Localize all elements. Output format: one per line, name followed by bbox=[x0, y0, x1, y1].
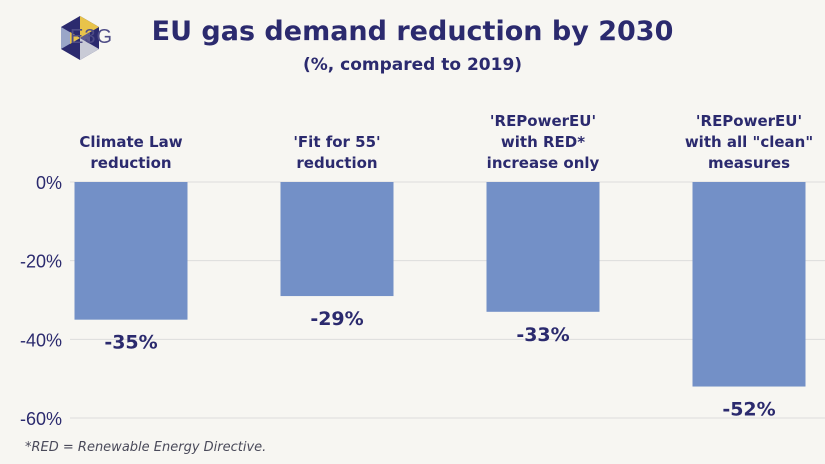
y-tick-label: -20% bbox=[20, 252, 62, 272]
category-label: increase only bbox=[487, 154, 600, 172]
category-label: reduction bbox=[296, 154, 377, 172]
footnote: *RED = Renewable Energy Directive. bbox=[25, 440, 267, 455]
data-label: -52% bbox=[722, 399, 775, 421]
category-label: 'REPowerEU' bbox=[490, 112, 596, 130]
category-label: Climate Law bbox=[79, 133, 182, 151]
y-tick-label: 0% bbox=[36, 173, 62, 193]
chart-title: EU gas demand reduction by 2030 bbox=[151, 16, 674, 47]
category-label: 'REPowerEU' bbox=[696, 112, 802, 130]
y-tick-label: -40% bbox=[20, 330, 62, 350]
bar bbox=[486, 182, 600, 312]
category-label: 'Fit for 55' bbox=[293, 133, 380, 151]
category-label: measures bbox=[708, 154, 790, 172]
bar bbox=[74, 182, 188, 320]
logo-text: E3G bbox=[70, 26, 114, 48]
data-label: -35% bbox=[104, 332, 157, 354]
bar bbox=[280, 182, 394, 297]
chart-subtitle: (%, compared to 2019) bbox=[302, 55, 523, 75]
bar bbox=[692, 182, 806, 387]
e3g-logo-icon bbox=[61, 16, 99, 60]
category-label: reduction bbox=[90, 154, 171, 172]
data-label: -33% bbox=[516, 324, 569, 346]
data-label: -29% bbox=[310, 308, 363, 330]
category-label: with RED* bbox=[501, 133, 585, 151]
y-tick-label: -60% bbox=[20, 409, 62, 429]
category-label: with all "clean" bbox=[685, 133, 813, 151]
